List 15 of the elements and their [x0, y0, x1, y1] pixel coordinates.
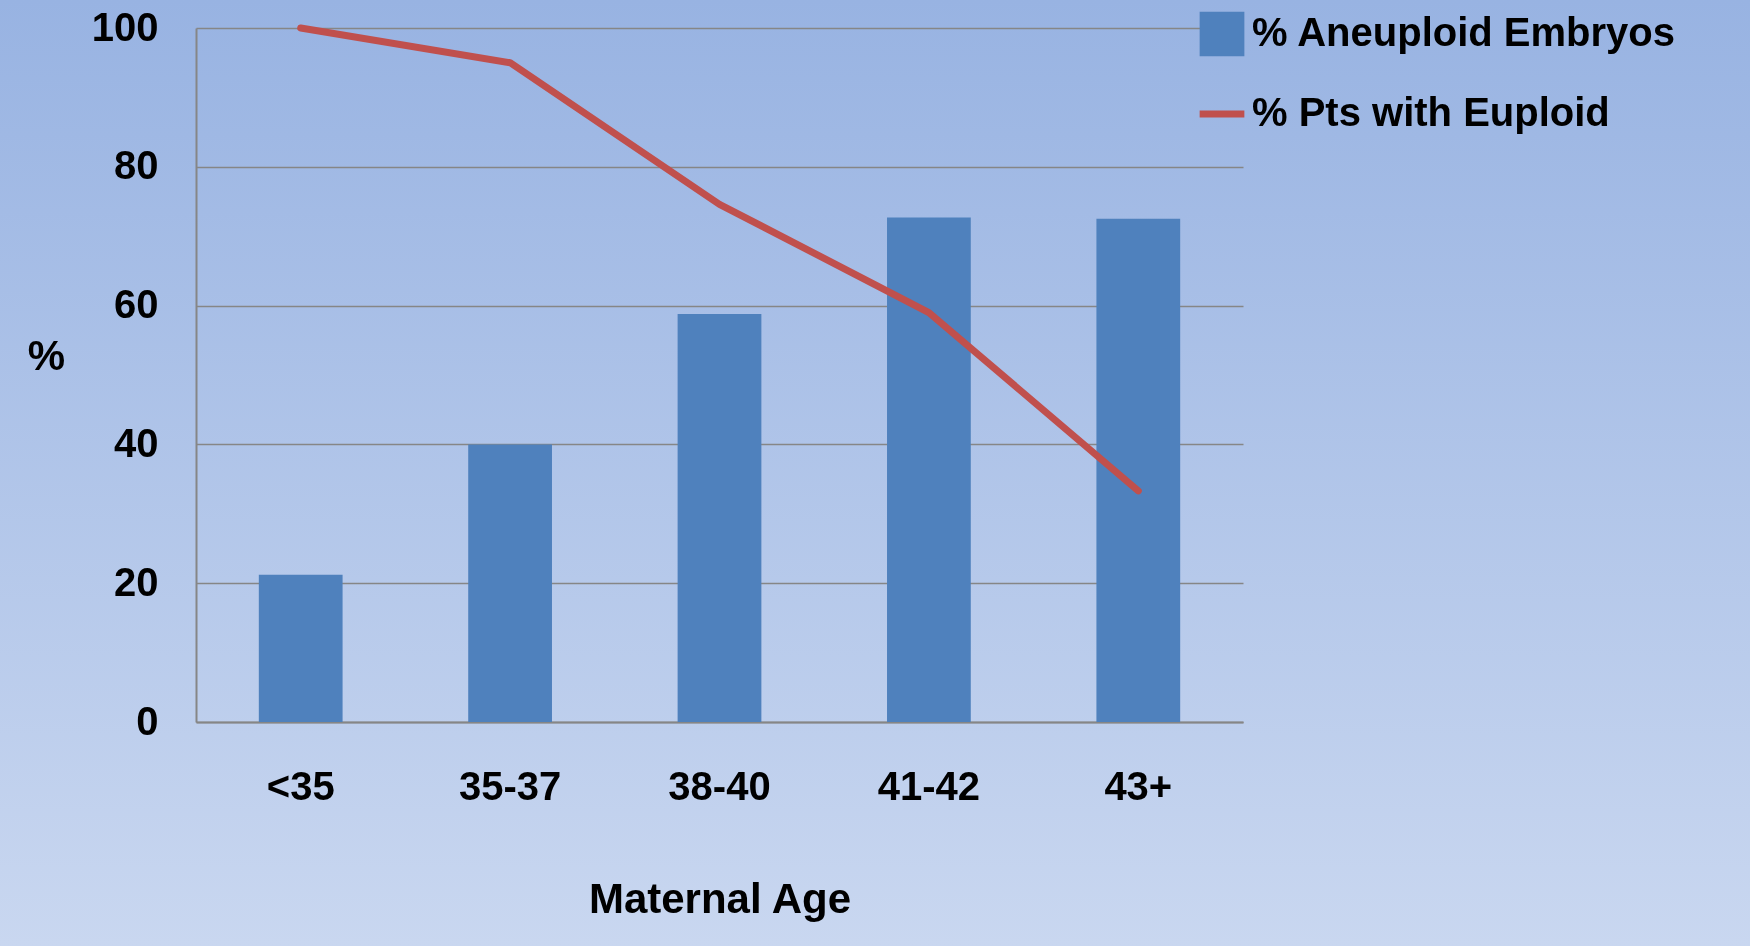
x-tick-label: 38-40 — [668, 763, 771, 808]
x-tick-label: <35 — [266, 763, 335, 808]
y-tick-label: 80 — [114, 143, 159, 188]
x-tick-label: 35-37 — [458, 763, 562, 808]
y-tick-label: 40 — [114, 420, 159, 465]
y-axis-title: % — [27, 331, 66, 379]
y-tick-label: 0 — [136, 698, 159, 743]
x-tick-label: 43+ — [1104, 763, 1173, 808]
y-tick-label: 100 — [91, 4, 159, 49]
x-axis-title: Maternal Age — [588, 874, 852, 922]
y-tick-label: 60 — [114, 282, 159, 327]
x-tick-label: 41-42 — [877, 763, 981, 808]
y-tick-label: 20 — [114, 559, 159, 604]
legend-label: % Aneuploid Embryos — [1252, 10, 1676, 54]
legend-label: % Pts with Euploid — [1252, 90, 1610, 134]
